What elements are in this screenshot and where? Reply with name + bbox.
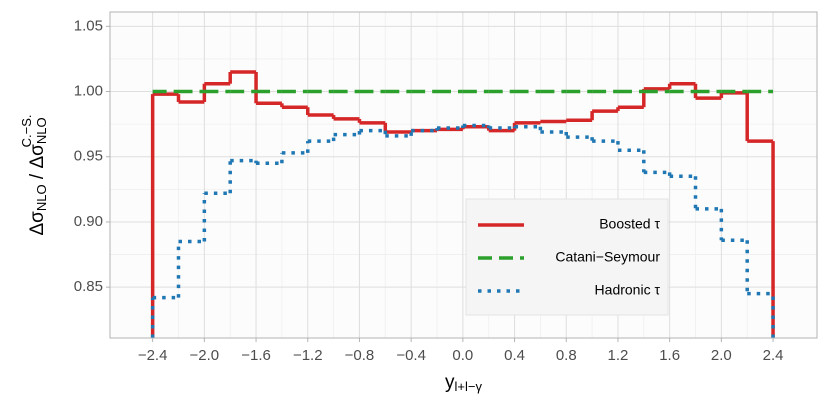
x-tick-label: 0.0 xyxy=(452,347,473,364)
y-label-part: / Δσ xyxy=(27,144,48,185)
y-axis-label: ΔσNLO / ΔσNLOC.−S. xyxy=(19,114,49,235)
y-tick-label: 0.90 xyxy=(74,213,103,230)
x-tick-label: −2.4 xyxy=(138,347,168,364)
x-label-part: l+l−γ xyxy=(455,379,483,394)
x-label-part: y xyxy=(445,372,455,393)
y-label-part: NLO xyxy=(34,184,49,211)
y-tick-label: 1.05 xyxy=(74,17,103,34)
legend-label: Catani−Seymour xyxy=(555,249,660,265)
x-tick-label: 1.6 xyxy=(659,347,680,364)
panel-border xyxy=(109,11,818,339)
x-tick-label: −1.6 xyxy=(241,347,271,364)
legend-label: Hadronic τ xyxy=(595,282,661,298)
y-label-part: Δσ xyxy=(27,211,48,236)
y-tick-label: 1.00 xyxy=(74,83,103,100)
panel xyxy=(110,12,817,338)
x-tick-label: 0.8 xyxy=(556,347,577,364)
x-tick-label: −0.4 xyxy=(396,347,426,364)
x-tick-label: 2.0 xyxy=(711,347,732,364)
legend-label: Boosted τ xyxy=(599,216,660,232)
y-label-part: C.−S. xyxy=(19,114,34,147)
x-tick-label: 1.2 xyxy=(608,347,629,364)
x-tick-label: 2.4 xyxy=(763,347,784,364)
y-tick-label: 0.85 xyxy=(74,278,103,295)
x-axis-label: yl+l−γ xyxy=(445,372,482,394)
x-tick-label: −1.2 xyxy=(293,347,323,364)
x-tick-label: 0.4 xyxy=(504,347,525,364)
y-label-part: NLO xyxy=(34,117,49,144)
x-tick-label: −2.0 xyxy=(190,347,220,364)
x-tick-label: −0.8 xyxy=(345,347,375,364)
y-tick-label: 0.95 xyxy=(74,148,103,165)
